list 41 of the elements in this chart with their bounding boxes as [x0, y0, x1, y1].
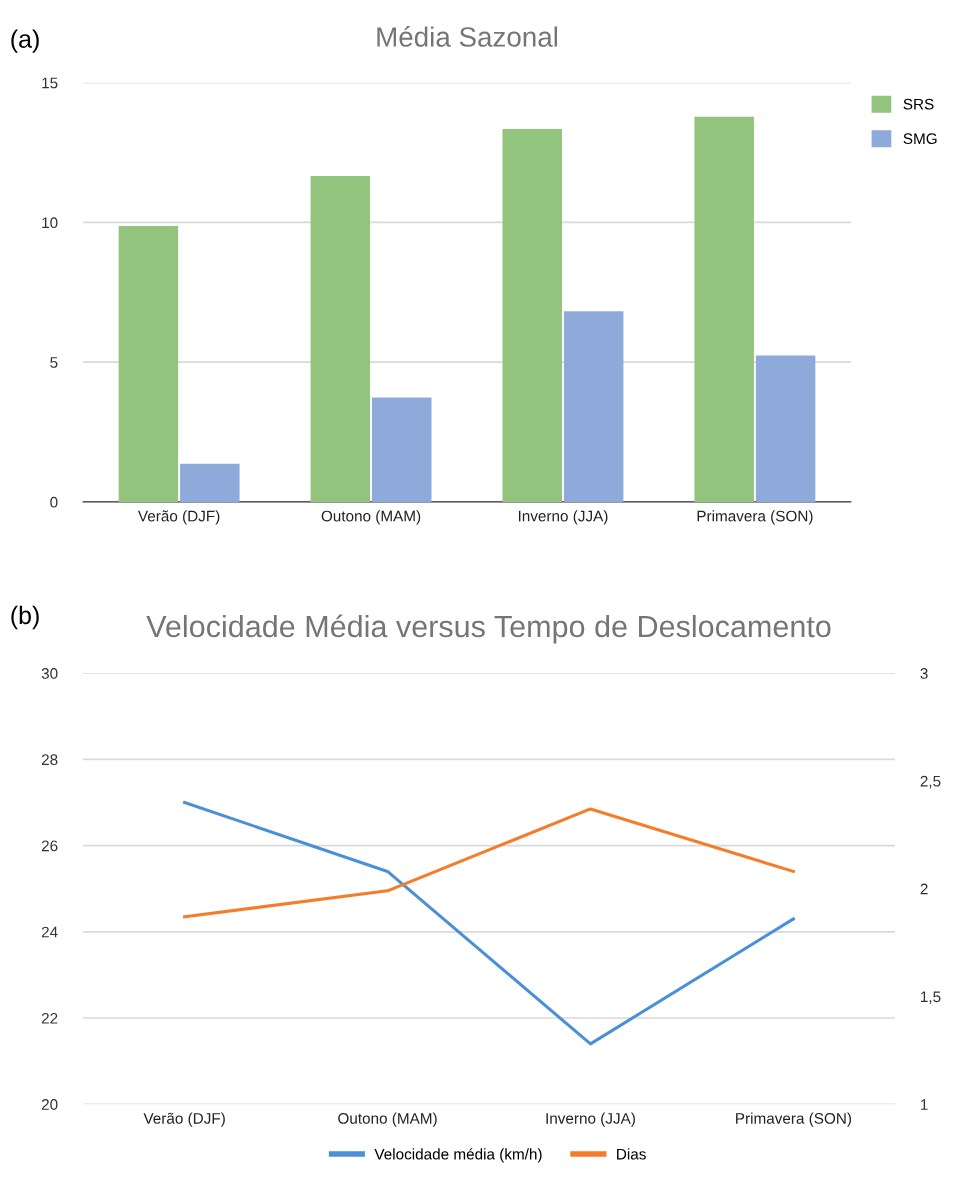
- bar: [118, 226, 179, 502]
- y2-tick-label: 2: [920, 883, 928, 895]
- y-tick-label: 10: [42, 217, 58, 229]
- bar: [755, 355, 816, 502]
- bar: [310, 176, 371, 502]
- y2-tick-label: 2,5: [920, 775, 941, 789]
- y2-tick-label: 3: [920, 668, 928, 679]
- y2-tick-label: 1,5: [921, 991, 941, 1004]
- y-tick-label: 20: [41, 1099, 58, 1110]
- legend-label: SRS: [903, 98, 934, 110]
- bar: [371, 397, 432, 502]
- y-tick-label: 30: [41, 668, 58, 679]
- legend-label: Velocidade média (km/h): [374, 1148, 542, 1163]
- chart-title: Média Sazonal: [377, 26, 558, 47]
- text: (b): [11, 605, 39, 630]
- y-tick-label: 15: [42, 77, 58, 89]
- bar: [694, 116, 754, 502]
- bar: [180, 463, 240, 502]
- x-tick-label: Verão (DJF): [143, 1112, 225, 1127]
- bar: [502, 129, 562, 502]
- y2-tick-label: 1: [921, 1099, 928, 1110]
- x-tick-label: Inverno (JJA): [546, 1112, 635, 1127]
- y-tick-label: 26: [41, 840, 58, 852]
- y-tick-label: 5: [50, 357, 58, 368]
- x-tick-label: Verão (DJF): [137, 510, 220, 525]
- y-tick-label: 0: [50, 496, 58, 508]
- y-tick-label: 22: [41, 1012, 58, 1024]
- legend-label: Dias: [617, 1148, 646, 1160]
- y-tick-label: 28: [41, 754, 58, 766]
- x-tick-label: Primavera (SON): [736, 1112, 852, 1127]
- chart-title: Velocidade Média versus Tempo de Deslocamento: [146, 614, 831, 644]
- legend-label: SMG: [903, 133, 937, 145]
- bar: [563, 311, 624, 502]
- text: (a): [11, 29, 39, 53]
- x-tick-label: Inverno (JJA): [518, 510, 608, 525]
- x-tick-label: Primavera (SON): [697, 510, 813, 525]
- x-tick-label: Outono (MAM): [321, 510, 421, 525]
- x-tick-label: Outono (MAM): [338, 1112, 437, 1127]
- line-series: [183, 800, 795, 1046]
- y-tick-label: 24: [41, 926, 58, 938]
- line-series: [183, 807, 795, 919]
